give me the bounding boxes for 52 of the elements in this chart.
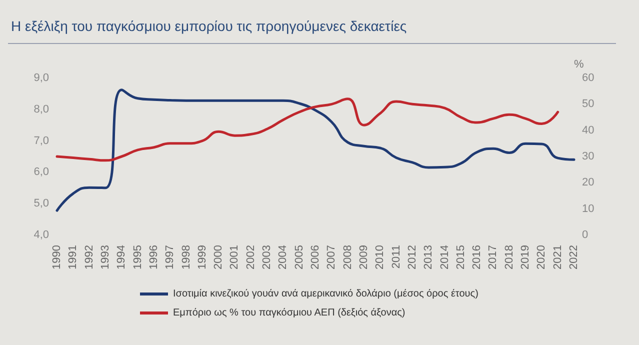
x-tick-label: 1997 [164,245,176,270]
x-tick-label: 2002 [244,245,257,270]
x-tick-label: 1998 [180,245,192,270]
y2-tick-label: 50 [582,98,594,110]
x-tick-label: 2010 [374,245,386,270]
chart-title: Η εξέλιξη του παγκόσμιου εμπορίου τις προηγούμενες δεκαετίες [11,18,407,34]
x-tick-label: 2011 [390,245,402,269]
x-tick-label: 2015 [454,245,467,270]
x-tick-label: 1995 [132,245,144,270]
legend-label: Εμπόριο ως % του παγκόσμιου ΑΕΠ (δεξιός άξονας) [173,308,406,318]
line-series [56,88,576,212]
x-tick-label: 2009 [358,245,370,270]
x-tick-label: 2005 [293,245,306,270]
y-tick-label: 8,0 [34,103,49,116]
x-tick-label: 2021 [552,245,564,270]
x-tick-label: 2018 [503,245,516,270]
y2-tick-label: 60 [582,72,594,84]
x-tick-label: 2000 [212,245,225,270]
x-tick-label: 2008 [342,245,354,270]
y-tick-label: 4,0 [34,229,49,241]
y-tick-label: 6,0 [34,166,49,178]
x-tick-label: 1993 [99,245,112,270]
y-tick-label: 9,0 [34,72,49,84]
line-series [56,98,560,162]
y2-tick-label: 20 [582,176,594,189]
x-tick-label: 1992 [83,245,96,270]
x-tick-label: 2020 [536,245,548,270]
y2-tick-label: 10 [582,202,594,215]
x-tick-label: 2004 [277,245,290,270]
x-tick-label: 2012 [406,245,418,270]
y2-tick-label: 40 [582,124,594,136]
x-tick-label: 2013 [422,245,435,270]
y2-tick-label: 30 [582,150,594,162]
y2-tick-label: 0 [582,229,588,241]
x-tick-label: 2014 [438,245,451,270]
x-tick-label: 2016 [471,245,484,270]
x-tick-label: 1996 [148,245,160,270]
x-tick-label: 1991 [67,245,80,270]
x-tick-label: 2019 [520,245,532,270]
x-tick-label: 2017 [487,245,500,270]
x-tick-label: 2007 [326,245,338,270]
y-tick-label: 7,0 [34,134,49,147]
x-tick-label: 2022 [568,245,580,270]
legend-label: Ισοτιμία κινεζικού γουάν ανά αμερικανικό δολάριο (μέσος όρος έτους) [173,288,478,300]
x-tick-label: 2001 [228,245,241,270]
x-tick-label: 1999 [196,245,208,270]
y-tick-label: 5,0 [34,198,49,210]
x-tick-label: 2006 [310,245,322,270]
x-tick-label: 1994 [116,245,128,270]
x-tick-label: 2003 [261,245,274,270]
y2-axis-title: % [574,58,584,70]
x-tick-label: 1990 [51,245,63,270]
